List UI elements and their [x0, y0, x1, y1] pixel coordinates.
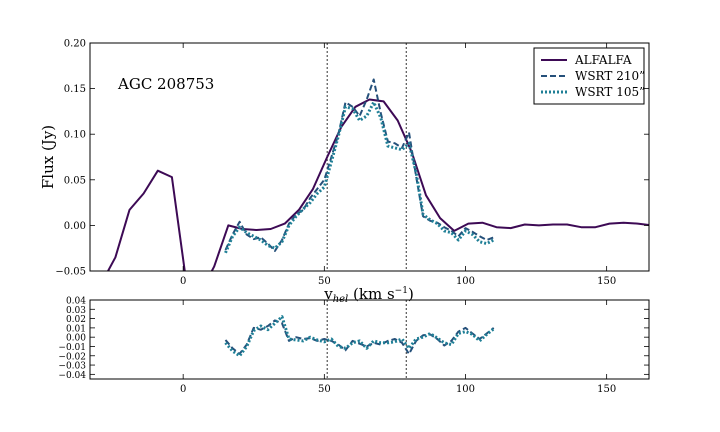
- main-y-tick-label-2: 0.05: [64, 175, 86, 186]
- residual-x-tick-label-2: 100: [456, 384, 475, 395]
- residual-y-tick-label-1: −0.03: [58, 362, 86, 372]
- main-x-tick-label-0: 0: [180, 276, 186, 287]
- residual-series-1-line: [224, 315, 495, 358]
- residual-plot-frame: [89, 299, 650, 380]
- residual-vertical-lines: [326, 300, 407, 379]
- main-vertical-lines: [326, 43, 407, 271]
- main-series-2-line: [224, 100, 495, 254]
- main-series-0-line: [106, 98, 649, 271]
- annotation-label: AGC 208753: [117, 75, 214, 93]
- residual-x-tick-label-3: 150: [597, 384, 616, 395]
- main-plot-frame: [89, 42, 650, 272]
- x-axis-label: vhel (km s−1): [323, 285, 414, 305]
- residual-y-tick-label-3: −0.01: [58, 343, 86, 353]
- main-y-tick-label-3: 0.10: [64, 130, 86, 141]
- residual-panel: 0 50 100 150−0.04−0.03−0.02−0.010.000.010.0…: [58, 297, 650, 395]
- x-axis-label-unit-close: ): [408, 285, 414, 303]
- legend: ALFALFA WSRT 210” WSRT 105”: [533, 47, 645, 105]
- main-y-tick-label-5: 0.20: [64, 39, 86, 50]
- residual-ticks: 0 50 100 150−0.04−0.03−0.02−0.010.000.010.0…: [58, 297, 649, 395]
- residual-y-tick-label-6: 0.02: [66, 315, 86, 325]
- main-x-tick-label-2: 100: [456, 276, 475, 287]
- main-series: [106, 78, 649, 271]
- residual-y-tick-label-2: −0.02: [58, 352, 86, 362]
- residual-y-tick-label-0: −0.04: [58, 371, 86, 381]
- residual-series-0-line: [224, 319, 495, 355]
- residual-x-tick-label-1: 50: [318, 384, 331, 395]
- y-axis-label: Flux (Jy): [39, 125, 57, 189]
- main-y-tick-label-4: 0.15: [64, 84, 86, 95]
- residual-series: [224, 315, 495, 358]
- legend-label-wsrt-105: WSRT 105”: [575, 85, 645, 99]
- x-axis-label-unit-exponent: −1: [395, 286, 408, 296]
- x-axis-label-unit: (km s: [348, 285, 394, 303]
- residual-y-tick-label-8: 0.04: [66, 297, 86, 307]
- residual-y-tick-label-5: 0.01: [66, 324, 86, 334]
- main-panel: 0 50 100 150 −0.05 0.00 0.05 0.10 0.15 0.20 AGC 2…: [39, 39, 650, 305]
- residual-y-tick-label-7: 0.03: [66, 306, 86, 316]
- main-y-tick-label-1: 0.00: [64, 221, 86, 232]
- main-x-tick-label-3: 150: [597, 276, 616, 287]
- x-axis-label-main: v: [323, 285, 333, 303]
- main-x-tick-label-1: 50: [318, 276, 331, 287]
- main-ticks: 0 50 100 150 −0.05 0.00 0.05 0.10 0.15 0.20: [55, 39, 649, 287]
- legend-label-wsrt-210: WSRT 210”: [575, 69, 645, 83]
- residual-y-tick-label-4: 0.00: [66, 334, 86, 344]
- residual-x-tick-label-0: 0: [180, 384, 186, 395]
- legend-label-alfalfa: ALFALFA: [574, 53, 632, 67]
- main-y-tick-label-0: −0.05: [55, 267, 86, 278]
